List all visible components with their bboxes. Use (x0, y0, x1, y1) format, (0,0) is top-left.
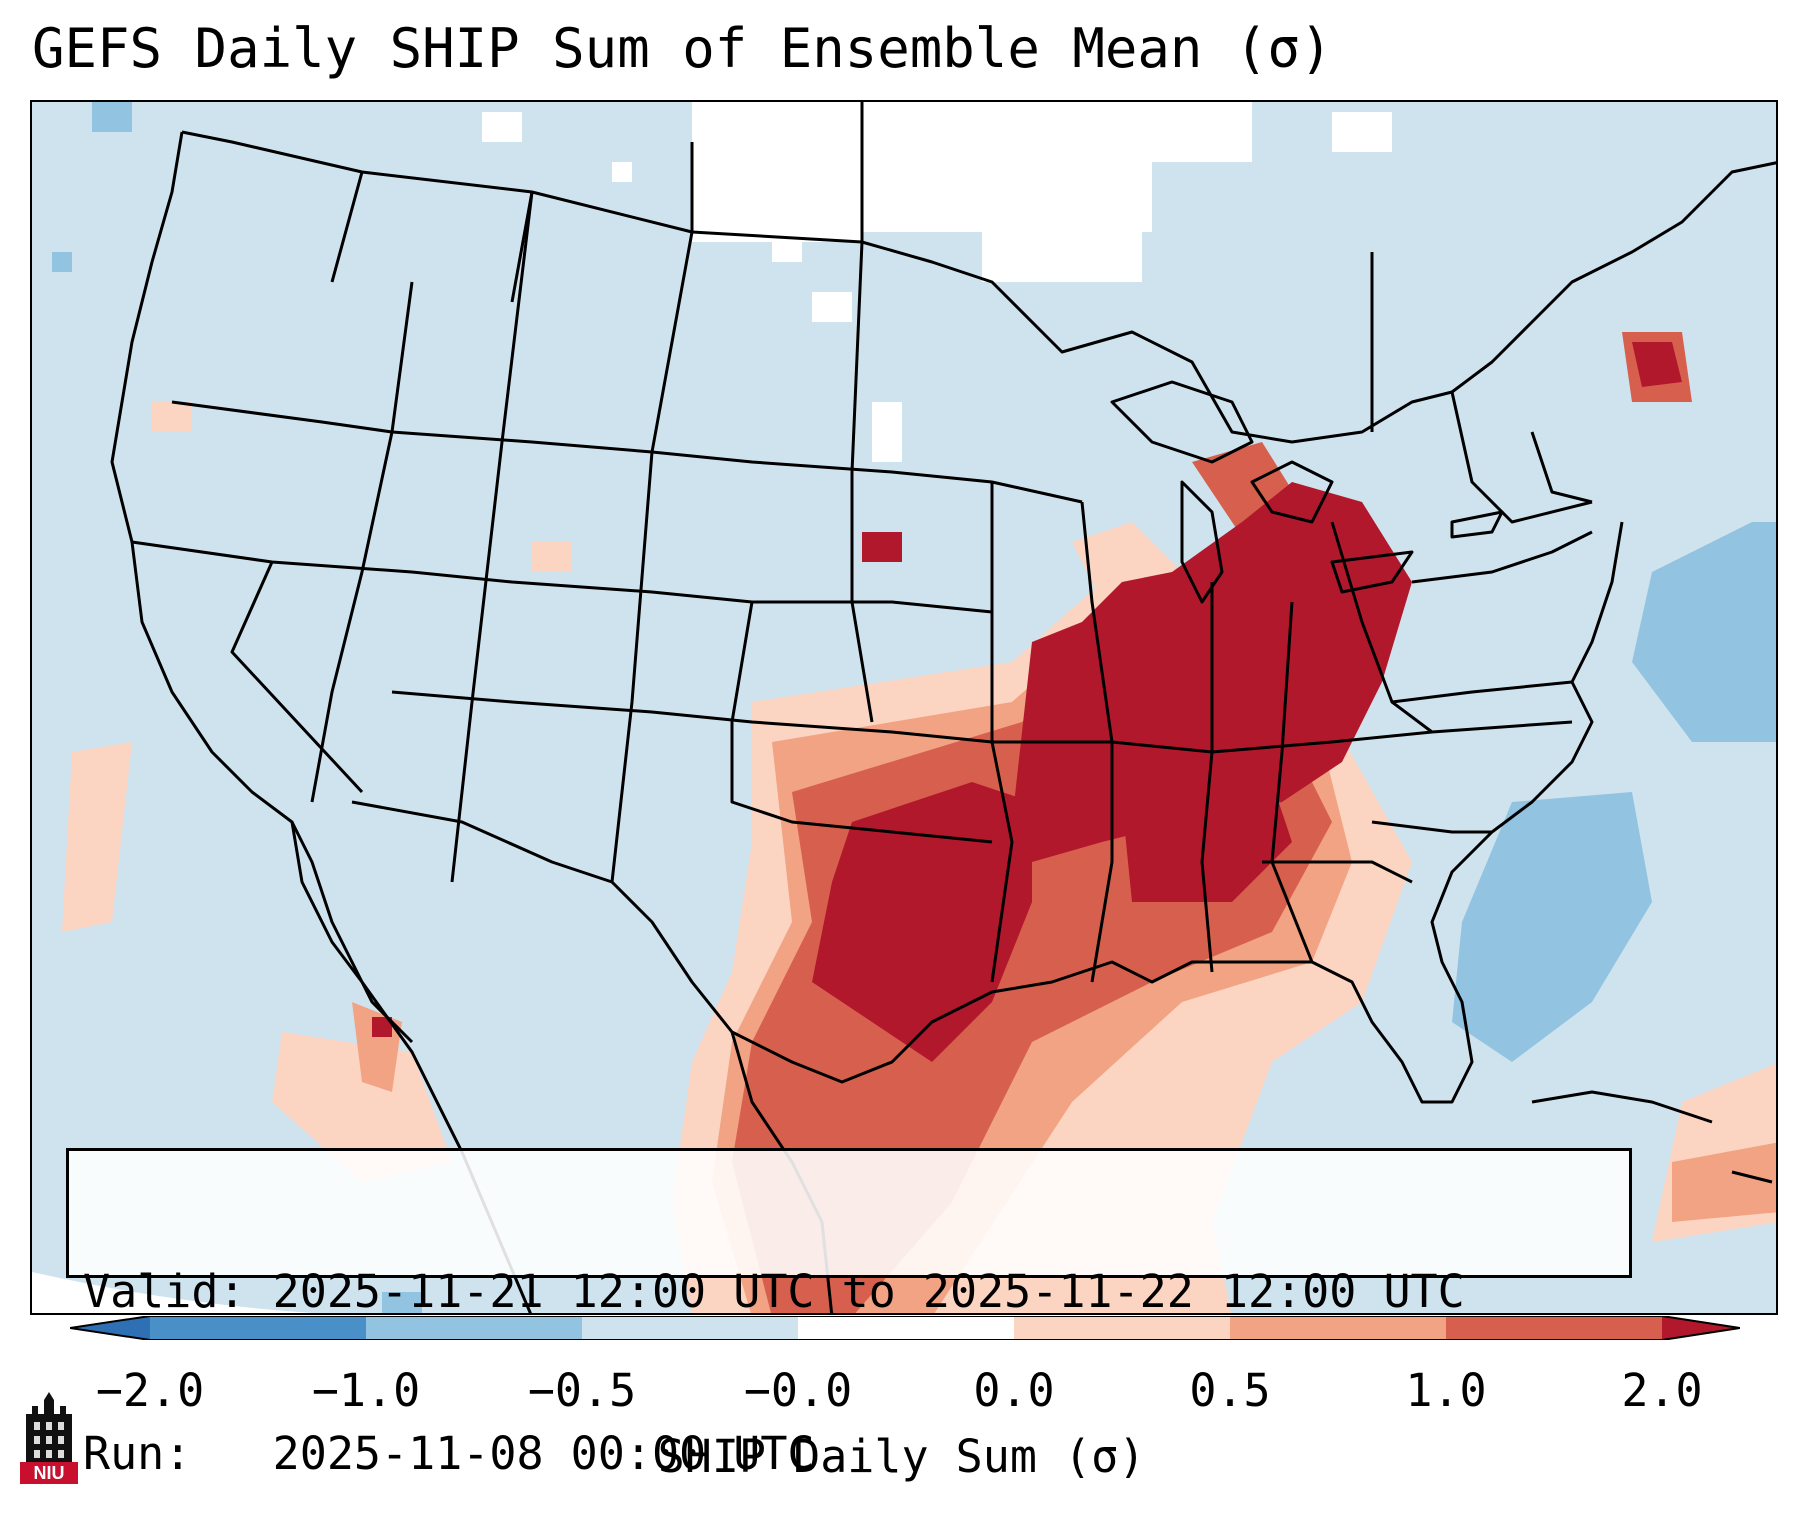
valid-line: Valid: 2025-11-21 12:00 UTC to 2025-11-2… (83, 1265, 1615, 1319)
colorbar-tick-label: −0.5 (527, 1364, 637, 1417)
run-label: Run: (83, 1427, 192, 1480)
map-title: GEFS Daily SHIP Sum of Ensemble Mean (σ) (32, 17, 1333, 80)
projection-edge (32, 1272, 314, 1313)
niu-logo: NIU (20, 1392, 78, 1484)
run-value: 2025-11-08 00:00 UTC (272, 1427, 815, 1480)
colorbar-bin (366, 1316, 582, 1340)
colorbar-bin (582, 1316, 798, 1340)
colorbar-bin (150, 1316, 366, 1340)
ship-anomaly-map (32, 102, 1776, 1313)
valid-value: 2025-11-21 12:00 UTC to 2025-11-22 12:00… (272, 1265, 1465, 1318)
colorbar-tick-label: 0.0 (973, 1364, 1055, 1417)
colorbar-bin (1014, 1316, 1230, 1340)
colorbar-bin (1230, 1316, 1446, 1340)
map-panel (30, 100, 1778, 1315)
colorbar-label: SHIP Daily Sum (σ) (657, 1430, 1146, 1483)
colorbar-extend-high (1662, 1316, 1740, 1340)
colorbar-bin (798, 1316, 1014, 1340)
validity-info-box: Valid: 2025-11-21 12:00 UTC to 2025-11-2… (66, 1148, 1632, 1480)
political-boundaries (110, 102, 1776, 1313)
colorbar-tick-label: 2.0 (1621, 1364, 1703, 1417)
colorbar-tick-label: −0.0 (743, 1364, 853, 1417)
colorbar-tick-label: −2.0 (95, 1364, 205, 1417)
valid-label: Valid: (83, 1265, 246, 1318)
colorbar (70, 1316, 1740, 1340)
colorbar-tick-label: −1.0 (311, 1364, 421, 1417)
logo-text: NIU (20, 1462, 78, 1484)
colorbar-bin (1446, 1316, 1662, 1340)
castle-icon (26, 1392, 72, 1462)
run-line: Run: 2025-11-08 00:00 UTC (83, 1427, 1615, 1481)
colorbar-extend-low (70, 1316, 150, 1340)
colorbar-tick-label: 0.5 (1189, 1364, 1271, 1417)
near-zero-patches (482, 102, 1392, 462)
colorbar-tick-label: 1.0 (1405, 1364, 1487, 1417)
negative-anomaly (52, 102, 1776, 1313)
